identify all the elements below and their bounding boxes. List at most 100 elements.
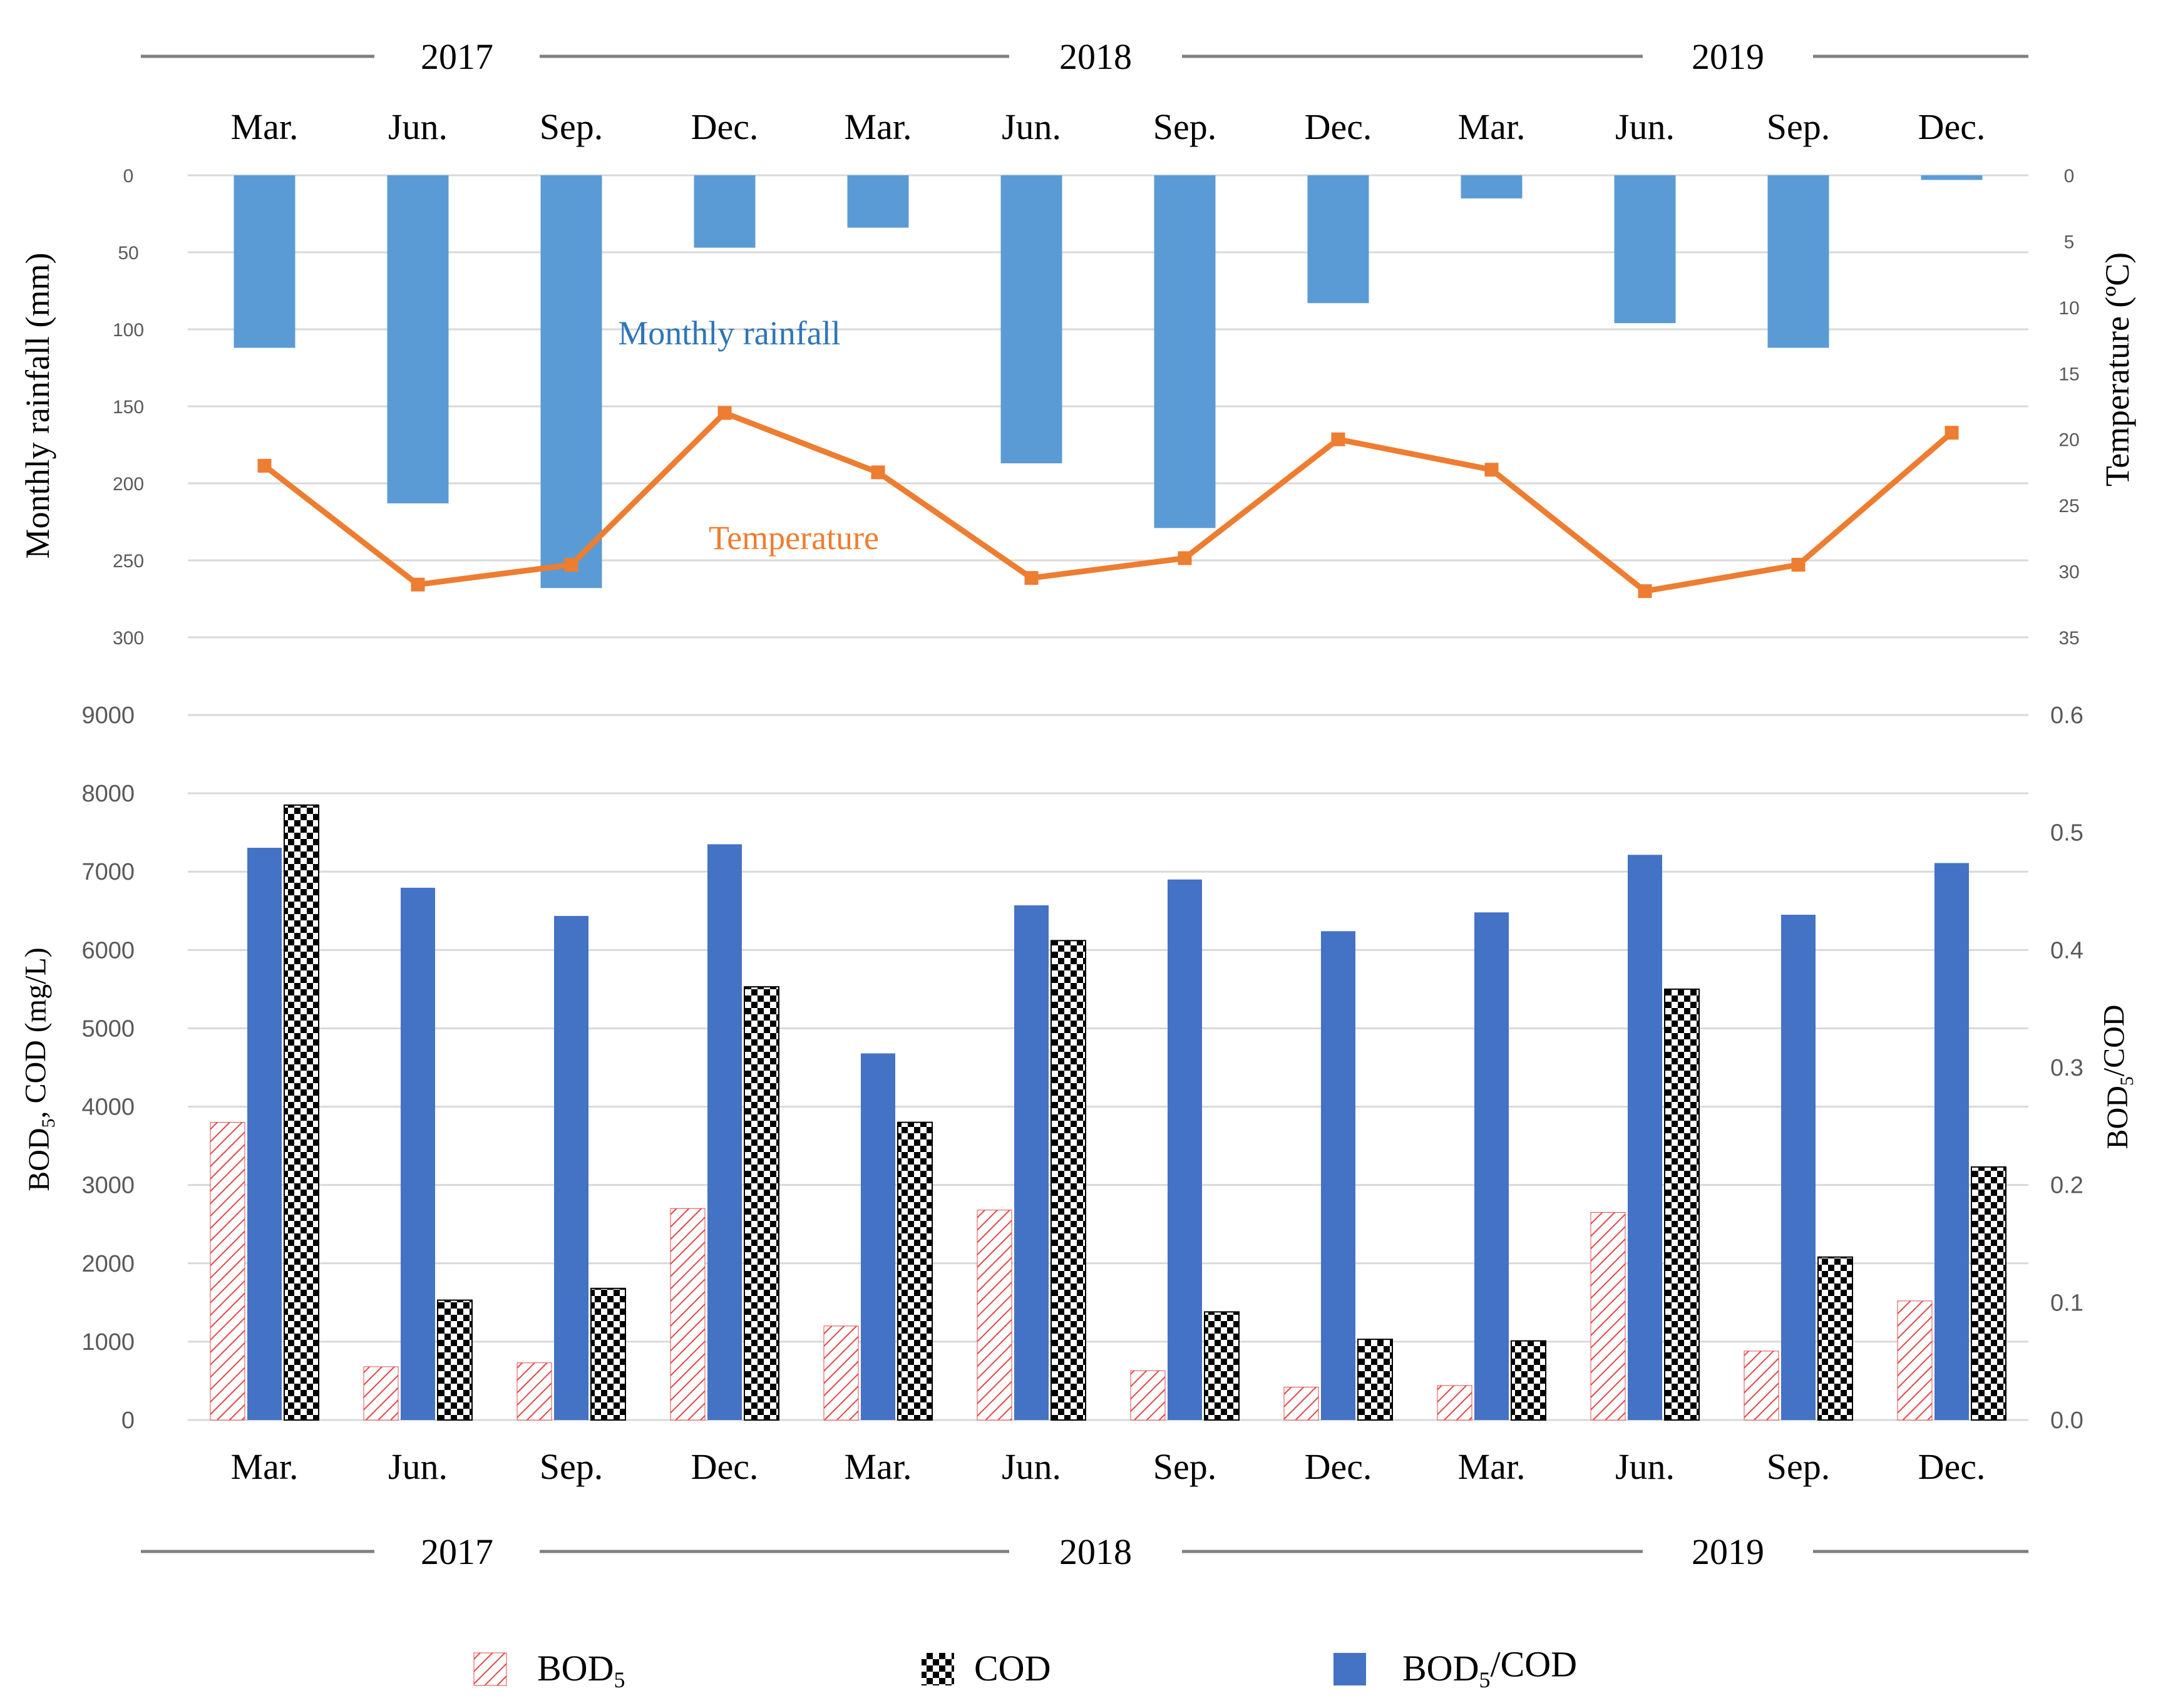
month-label-top: Sep. — [540, 106, 604, 147]
month-label-bottom: Sep. — [1767, 1446, 1831, 1487]
bod5-bar — [1590, 1212, 1626, 1421]
cod-bar — [284, 804, 319, 1421]
cod-bar — [1664, 988, 1700, 1421]
cod-bar — [1971, 1166, 2006, 1421]
temperature-point — [717, 406, 732, 420]
ratio-tick-label: 0.0 — [2050, 1407, 2083, 1434]
text-part: COD — [974, 1648, 1051, 1689]
cod-bar — [897, 1121, 933, 1421]
bod5-cod-ratio-bar — [1781, 915, 1816, 1420]
temperature-point — [1945, 426, 1959, 440]
year-label-2017-top: 2017 — [421, 36, 493, 77]
cod-bar — [1511, 1340, 1546, 1421]
ratio-legend-swatch — [1333, 1653, 1366, 1685]
cod-bar — [1204, 1311, 1240, 1421]
axis-labels: Mar. Jun. Sep. Dec. Mar. Jun. Sep. Dec. Mar. Jun.… — [19, 106, 2137, 1487]
rainfall-bar — [234, 175, 295, 348]
rainfall-bar — [1000, 175, 1062, 464]
bod5-bar — [823, 1325, 859, 1421]
year-label-2019-top: 2019 — [1692, 36, 1764, 77]
rainfall-tick-label: 150 — [113, 397, 144, 418]
ratio-axis-title: BOD5/COD — [2098, 1005, 2137, 1150]
rainfall-bar — [1921, 175, 1983, 180]
ratio-tick-label: 0.4 — [2050, 937, 2083, 964]
year-label-2018-bottom: 2018 — [1059, 1531, 1132, 1572]
temperature-tick-label: 10 — [2058, 298, 2079, 319]
month-label-top: Dec. — [1305, 106, 1372, 147]
temperature-tick-label: 5 — [2064, 232, 2075, 252]
temperature-point — [1484, 463, 1499, 477]
month-label-bottom: Jun. — [1615, 1446, 1675, 1487]
rainfall-bar — [387, 175, 449, 503]
rainfall-bar — [1461, 175, 1523, 198]
rainfall-tick-label: 200 — [113, 474, 144, 495]
text-part: BOD — [23, 1128, 56, 1191]
bod5-bar — [1283, 1386, 1319, 1421]
rainfall-tick-label: 100 — [113, 320, 144, 341]
concentration-tick-label: 7000 — [81, 859, 135, 885]
text-part: /COD — [1490, 1644, 1577, 1684]
bod5-bar — [1897, 1300, 1933, 1421]
concentration-tick-label: 1000 — [81, 1329, 135, 1356]
month-label-bottom: Sep. — [540, 1446, 604, 1487]
temperature-point — [871, 465, 885, 480]
month-label-bottom: Mar. — [845, 1446, 912, 1487]
temperature-point — [411, 577, 425, 592]
temperature-point — [1331, 432, 1345, 446]
year-label-2019-bottom: 2019 — [1692, 1531, 1764, 1572]
month-label-top: Mar. — [231, 106, 299, 147]
concentration-tick-label: 9000 — [81, 702, 135, 729]
temperature-point — [564, 558, 578, 572]
temperature-axis-title: Temperature (ºC) — [2099, 252, 2136, 486]
ratio-tick-label: 0.6 — [2050, 702, 2083, 729]
temperature-tick-label: 35 — [2058, 628, 2079, 649]
bod5-cod-ratio-bar — [707, 844, 742, 1420]
month-label-top: Mar. — [845, 106, 912, 147]
temperature-tick-label: 30 — [2058, 562, 2079, 583]
month-label-bottom: Dec. — [691, 1446, 759, 1487]
text-subscript: 5 — [2117, 1076, 2137, 1086]
bod5-legend-label: BOD5 — [537, 1648, 625, 1692]
rainfall-bar — [847, 175, 909, 228]
month-label-top: Sep. — [1767, 106, 1831, 147]
text-part: BOD — [537, 1648, 614, 1689]
cod-legend-swatch — [922, 1653, 954, 1685]
bod5-bar — [363, 1366, 399, 1421]
rainfall-bar — [1614, 175, 1676, 324]
concentration-tick-label: 0 — [121, 1407, 135, 1434]
concentration-tick-label: 4000 — [81, 1094, 135, 1121]
temperature-point — [1024, 571, 1039, 585]
rainfall-bar — [1307, 175, 1369, 304]
temperature-tick-label: 0 — [2064, 166, 2075, 187]
bod5-bar — [977, 1210, 1012, 1421]
rainfall-tick-label: 250 — [113, 551, 144, 572]
bottom-chart-gridlines — [188, 714, 2028, 1421]
bod5-bar — [1130, 1370, 1166, 1421]
rainfall-bar — [540, 175, 602, 589]
bod5-cod-ratio-bar — [1474, 912, 1509, 1420]
year-label-2018-top: 2018 — [1059, 36, 1132, 77]
rainfall-bar — [1154, 175, 1216, 528]
text-subscript: 5 — [1479, 1667, 1490, 1692]
text-part: BOD — [1402, 1648, 1479, 1689]
month-label-bottom: Jun. — [1002, 1446, 1061, 1487]
cod-bar — [590, 1287, 626, 1421]
temperature-line-path — [262, 410, 1954, 594]
cod-bar — [1051, 940, 1086, 1421]
bod5-cod-ratio-bar — [861, 1053, 895, 1420]
bod5-cod-ratio-bar — [1934, 863, 1969, 1420]
rainfall-axis-title: Monthly rainfall (mm) — [19, 253, 56, 559]
temperature-tick-label: 25 — [2058, 496, 2079, 517]
month-label-top: Dec. — [1918, 106, 1986, 147]
year-timelines: 2017 2018 2019 2017 2018 2019 — [141, 36, 2028, 1572]
temperature-line — [257, 406, 1959, 599]
bod5-legend-swatch — [473, 1652, 507, 1686]
rainfall-tick-label: 300 — [113, 628, 144, 649]
month-label-top: Jun. — [1615, 106, 1675, 147]
temperature-point — [1178, 551, 1192, 565]
concentration-tick-label: 6000 — [81, 937, 135, 964]
month-label-top: Mar. — [1458, 106, 1526, 147]
bod5-cod-ratio-bar — [247, 848, 282, 1420]
top-chart-gridlines — [188, 174, 2028, 639]
